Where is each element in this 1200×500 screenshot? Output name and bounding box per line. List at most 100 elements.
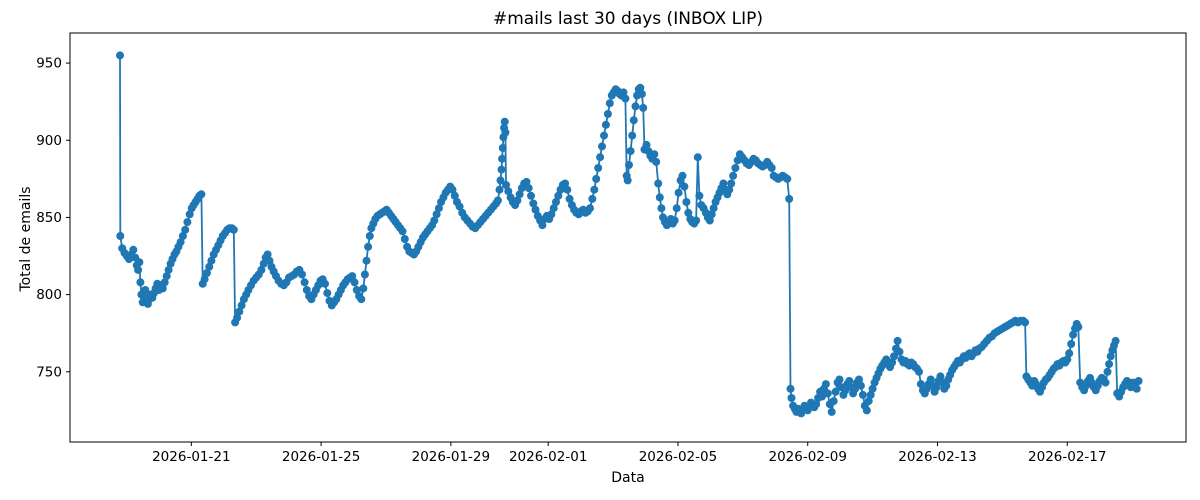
data-point-marker [162, 272, 171, 281]
data-point-marker [360, 270, 369, 279]
data-point-marker [719, 179, 728, 188]
data-point-marker [783, 174, 792, 183]
data-point-marker [864, 397, 873, 406]
data-point-marker [823, 389, 832, 398]
y-tick-label: 750 [36, 364, 62, 380]
y-tick-label: 900 [36, 133, 62, 149]
data-point-marker [1105, 360, 1114, 369]
data-point-marker [531, 205, 540, 214]
data-point-marker [628, 131, 637, 140]
data-point-marker [812, 400, 821, 409]
y-tick-label: 950 [36, 56, 62, 72]
data-point-marker [709, 204, 718, 213]
data-point-marker [524, 184, 533, 193]
data-point-marker [229, 225, 238, 234]
data-point-marker [135, 258, 144, 267]
data-point-marker [855, 375, 863, 384]
data-point-marker [942, 381, 951, 390]
data-point-marker [915, 367, 923, 376]
data-point-marker [731, 164, 740, 172]
data-point-marker [493, 196, 502, 205]
data-point-marker [1101, 378, 1110, 387]
data-point-marker [504, 187, 513, 196]
data-point-marker [785, 194, 794, 203]
data-point-marker [729, 171, 738, 180]
data-point-marker [588, 194, 597, 203]
data-point-marker [858, 390, 867, 399]
data-point-marker [501, 128, 510, 137]
data-point-marker [705, 216, 714, 225]
data-point-marker [693, 153, 702, 162]
data-point-marker [547, 210, 556, 219]
y-tick-label: 850 [36, 210, 62, 226]
data-point-marker [200, 275, 209, 284]
data-point-marker [639, 103, 648, 112]
data-point-marker [185, 210, 194, 219]
data-point-marker [1021, 318, 1030, 327]
data-point-marker [136, 278, 145, 287]
data-point-marker [1065, 349, 1074, 358]
data-point-marker [554, 191, 563, 200]
data-point-marker [695, 191, 704, 200]
data-point-marker [1111, 336, 1120, 345]
data-point-marker [529, 199, 538, 208]
data-point-marker [434, 204, 443, 213]
data-point-marker [657, 204, 666, 213]
data-point-marker [856, 381, 865, 390]
data-point-marker [600, 131, 608, 140]
data-point-marker [862, 406, 871, 415]
x-tick-label: 2026-02-13 [898, 449, 976, 465]
data-point-marker [637, 90, 646, 98]
data-point-marker [598, 142, 606, 151]
data-point-marker [596, 153, 605, 162]
data-point-marker [652, 157, 661, 166]
data-point-marker [430, 216, 439, 225]
data-point-marker [895, 347, 904, 356]
x-tick-label: 2026-01-29 [412, 449, 490, 465]
y-axis-label: Total de emails [18, 186, 34, 292]
x-tick-label: 2026-02-09 [768, 449, 846, 465]
data-point-marker [674, 188, 683, 197]
data-point-marker [603, 110, 612, 118]
data-point-marker [592, 174, 601, 183]
data-point-marker [552, 198, 560, 206]
plot-spines [69, 32, 1187, 443]
data-point-marker [398, 227, 407, 236]
data-point-marker [357, 295, 366, 304]
data-point-marker [323, 289, 332, 298]
data-point-marker [707, 210, 716, 219]
chart-title: #mails last 30 days (INBOX LIP) [493, 9, 763, 29]
data-point-marker [257, 265, 266, 274]
x-tick-label: 2026-02-05 [639, 449, 717, 465]
data-point-marker [680, 182, 689, 191]
data-point-marker [359, 284, 368, 293]
x-axis-label: Data [611, 470, 645, 486]
data-point-marker [623, 176, 632, 185]
data-point-marker [1134, 377, 1143, 385]
data-point-marker [265, 256, 274, 265]
x-tick-label: 2026-01-21 [152, 449, 230, 465]
data-point-marker [678, 171, 687, 180]
data-point-marker [642, 140, 651, 149]
data-point-marker [868, 384, 877, 393]
data-point-marker [932, 383, 941, 392]
data-point-marker [164, 265, 173, 274]
data-point-marker [692, 216, 701, 225]
data-point-marker [300, 278, 309, 287]
data-point-marker [450, 191, 459, 200]
data-point-marker [561, 179, 570, 188]
data-point-marker [829, 397, 838, 406]
data-point-marker [682, 198, 691, 206]
data-point-marker [821, 380, 830, 389]
data-point-marker [601, 120, 610, 129]
data-point-marker [626, 147, 635, 156]
data-point-marker [158, 284, 167, 293]
data-point-marker [498, 144, 507, 152]
data-point-marker [364, 242, 373, 251]
data-point-marker [235, 307, 244, 316]
data-point-marker [727, 179, 736, 188]
data-point-marker [619, 88, 628, 97]
data-point-marker [181, 225, 190, 234]
data-point-marker [629, 116, 638, 125]
